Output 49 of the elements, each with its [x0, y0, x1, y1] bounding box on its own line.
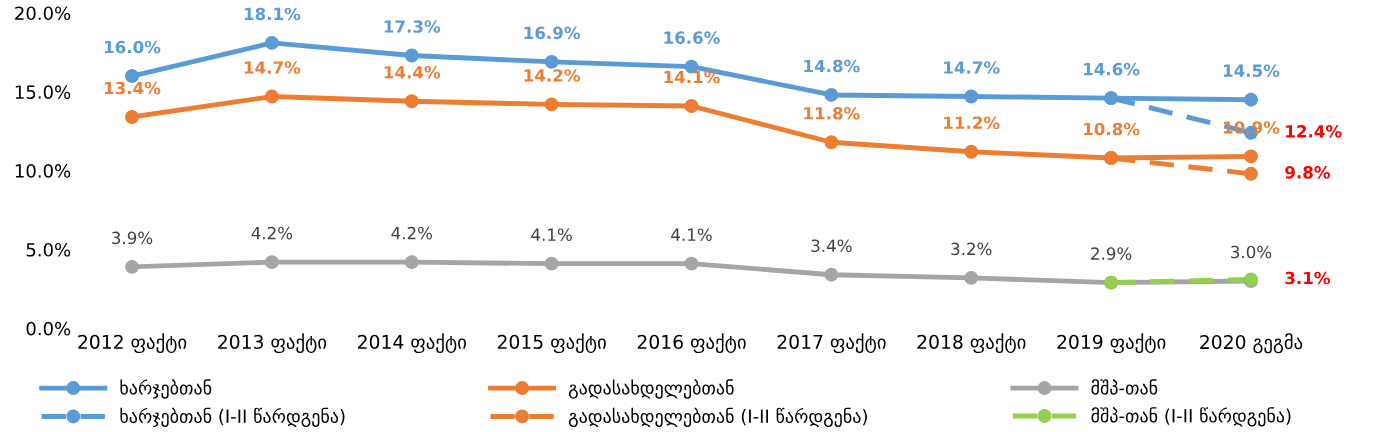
data-label: 4.1%: [671, 228, 712, 241]
data-label: 14.7%: [244, 61, 301, 74]
x-tick-label: 2018 ფაქტი: [917, 333, 1026, 354]
data-label: 11.8%: [804, 106, 860, 120]
x-tick-label: 2012 ფაქტი: [78, 333, 187, 354]
y-tick-label: 10.0%: [15, 164, 71, 178]
x-tick-label: 2019 ფაქტი: [1057, 333, 1166, 354]
data-label: 14.7%: [944, 61, 1000, 74]
x-tick-label: 2016 ფაქტი: [637, 333, 746, 354]
legend-label: მშპ-თან (I-II წარდგენა): [1091, 407, 1291, 427]
legend-label: ხარჯებთან: [120, 379, 212, 399]
y-tick-label: 20.0%: [15, 6, 71, 21]
legend-label: გადასახდელებთან: [568, 379, 734, 399]
data-label: 16.0%: [104, 40, 161, 54]
y-tick-label: 0.0%: [26, 321, 71, 336]
data-label: 18.1%: [244, 7, 301, 21]
data-label: 13.4%: [104, 81, 161, 95]
data-label: 2.9%: [1091, 247, 1132, 260]
data-label: 3.0%: [1231, 245, 1272, 259]
data-label: 16.9%: [524, 26, 581, 40]
data-label: 16.6%: [664, 31, 720, 44]
data-label: 9.8%: [1285, 166, 1331, 179]
data-label: 14.8%: [804, 59, 860, 73]
legend-label: გადასახდელებთან (I-II წარდგენა): [568, 407, 867, 428]
data-label: 14.6%: [1084, 62, 1140, 76]
data-label: 11.2%: [944, 116, 1000, 130]
data-label: 12.4%: [1286, 125, 1342, 138]
data-label: 10.8%: [1084, 122, 1140, 136]
data-label: 14.2%: [524, 69, 581, 82]
data-label: 14.4%: [384, 65, 441, 79]
data-label: 3.4%: [811, 239, 852, 253]
data-label: 4.1%: [531, 228, 572, 241]
data-label: 17.3%: [384, 20, 441, 33]
legend-label: ხარჯებთან (I-II წარდგენა): [120, 407, 345, 428]
data-label: 3.2%: [951, 242, 992, 256]
data-label: 14.5%: [1223, 64, 1280, 78]
data-label: 4.2%: [251, 226, 293, 240]
x-tick-label: 2014 ფაქტი: [358, 333, 466, 354]
y-tick-label: 5.0%: [26, 242, 71, 257]
data-label: 3.1%: [1285, 271, 1331, 285]
x-tick-label: 2013 ფაქტი: [218, 333, 327, 354]
data-label: 14.1%: [664, 70, 720, 84]
data-label: 4.2%: [391, 226, 433, 240]
x-tick-label: 2020 გეგმა: [1200, 333, 1303, 354]
x-tick-label: 2017 ფაქტი: [777, 333, 886, 354]
y-tick-label: 15.0%: [15, 85, 71, 99]
x-tick-label: 2015 ფაქტი: [497, 333, 606, 354]
data-label: 3.9%: [112, 231, 153, 245]
legend-label: მშპ-თან: [1091, 379, 1158, 395]
